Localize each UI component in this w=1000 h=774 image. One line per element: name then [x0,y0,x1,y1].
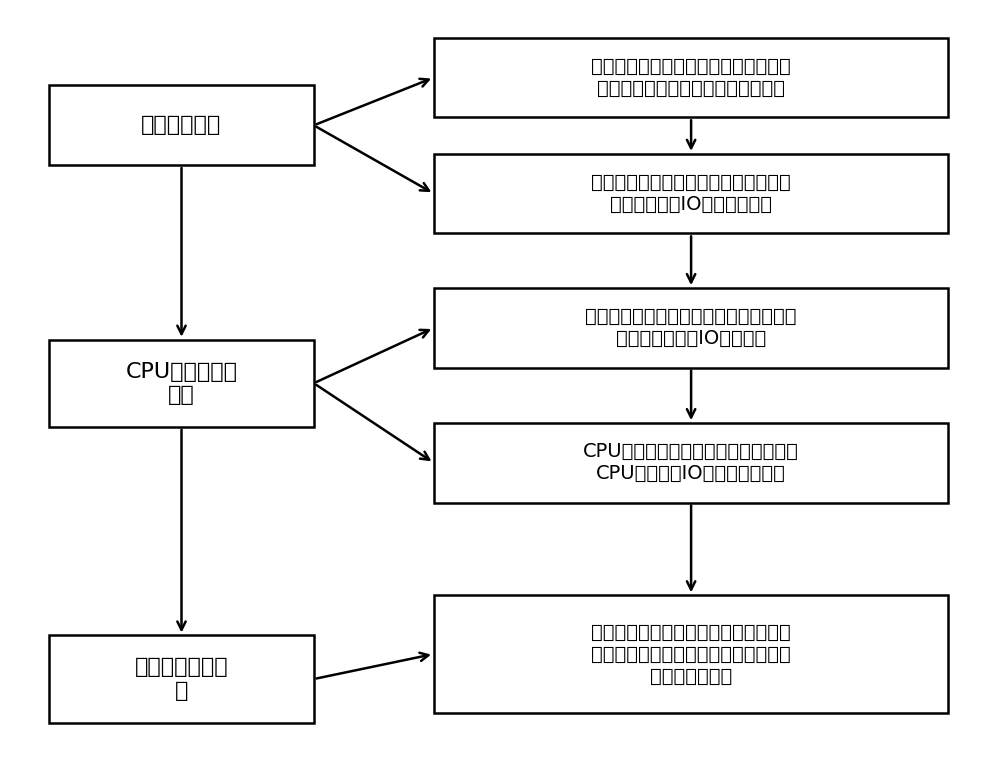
Text: CPU性能信息包括被追踪函数运行时的
CPU占用率与IO输入与输出性能: CPU性能信息包括被追踪函数运行时的 CPU占用率与IO输入与输出性能 [583,443,799,483]
Text: 函数性能设计: 函数性能设计 [141,115,222,135]
Bar [434,38,948,118]
Text: 将被追踪信息进行归类打印，以文档的
形式存储，后期根据操作的时间进行压
缩保存或者删除: 将被追踪信息进行归类打印，以文档的 形式存储，后期根据操作的时间进行压 缩保存或… [591,622,791,686]
Bar [434,154,948,234]
Bar [434,595,948,713]
Bar [434,423,948,502]
Bar [49,85,314,165]
Bar [434,288,948,368]
Text: 内存性能信息包括虚拟内存、物理内存、
以及整体内存的IO读写速度: 内存性能信息包括虚拟内存、物理内存、 以及整体内存的IO读写速度 [585,307,797,348]
Bar [49,340,314,426]
Text: CPU和内存性能
分析: CPU和内存性能 分析 [126,361,238,405]
Text: 存储、打印及压
缩: 存储、打印及压 缩 [135,657,228,700]
Text: 被追踪函数的耗时统计、数据读写能力
以及调用的所述调用函数的状态信息: 被追踪函数的耗时统计、数据读写能力 以及调用的所述调用函数的状态信息 [591,57,791,98]
Bar [49,635,314,723]
Text: 调用函数的耗时统计、阻塞状态、数据
读写性能以及IO输入输出性能: 调用函数的耗时统计、阻塞状态、数据 读写性能以及IO输入输出性能 [591,173,791,214]
